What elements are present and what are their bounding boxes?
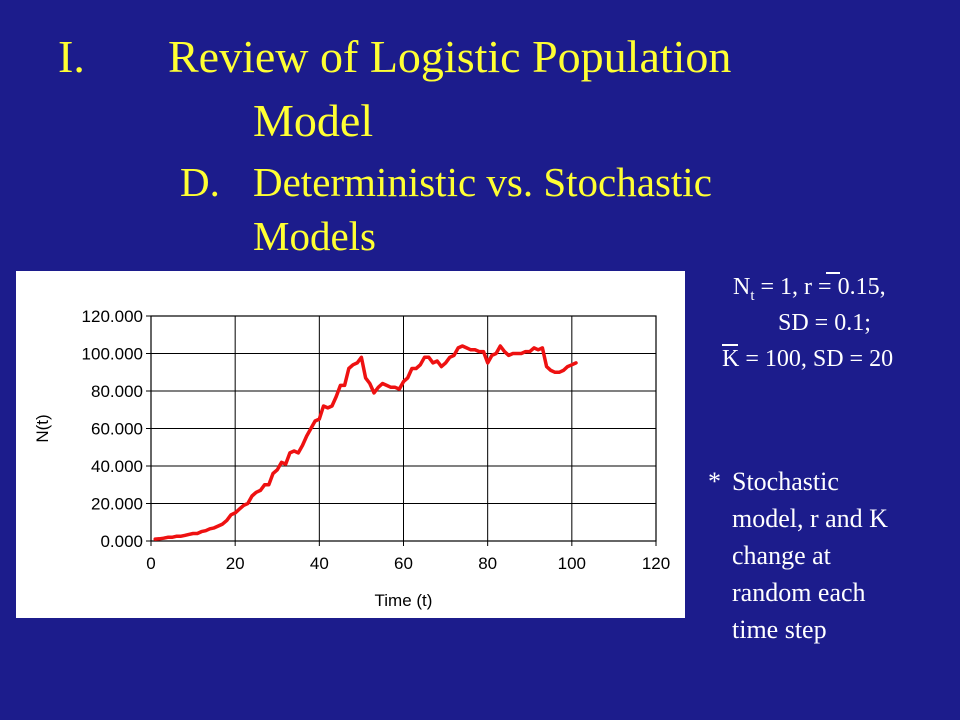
note-line: model, r and K [732,504,888,533]
note-bullet: * [708,467,721,496]
param-line-3: K = 100, SD = 20 [722,346,894,372]
note-line: change at [732,541,831,570]
x-tick-label: 80 [478,554,497,573]
slide-subtitle-continued: Models [253,213,376,259]
series-layer [153,344,578,541]
subtitle-letter: D. [180,159,220,205]
y-tick-label: 40.000 [91,457,143,476]
series-line [153,344,578,541]
param-n-subscript: t [750,287,755,304]
param-n-symbol: N [733,274,751,300]
note-line: Stochastic [732,467,839,496]
y-tick-label: 100.000 [82,345,143,364]
x-axis-label: Time (t) [375,591,433,610]
note-line: random each [732,578,866,607]
x-tick-label: 40 [310,554,329,573]
population-line-chart: 0.000 20.000 40.000 60.000 80.000 100.000 120.… [33,307,670,610]
grid [146,315,657,546]
param-line-1: Nt = 1, r = 0.15, [733,274,886,305]
slide-subtitle: Deterministic vs. Stochastic [253,159,712,205]
x-tick-label: 120 [642,554,670,573]
y-tick-label: 0.000 [100,532,143,551]
slide-title-continued: Model [253,95,374,146]
y-axis-ticks: 0.000 20.000 40.000 60.000 80.000 100.000 120.… [82,307,143,551]
k-mean-bar [722,344,738,346]
note-line: time step [732,615,827,644]
r-mean-bar [826,272,840,274]
param-line-2: SD = 0.1; [778,310,871,336]
y-tick-label: 20.000 [91,495,143,514]
y-tick-label: 60.000 [91,420,143,439]
y-tick-label: 120.000 [82,307,143,326]
x-tick-label: 60 [394,554,413,573]
x-axis-ticks: 0 20 40 60 80 100 120 [146,554,670,573]
x-tick-label: 20 [226,554,245,573]
param-line-1-rest: = 1, r = 0.15, [754,274,886,300]
y-axis-label: N(t) [33,414,52,442]
chart-panel: 0.000 20.000 40.000 60.000 80.000 100.000 120.… [16,271,685,618]
y-tick-label: 80.000 [91,382,143,401]
slide-title: Review of Logistic Population [168,31,732,82]
x-tick-label: 0 [146,554,155,573]
title-number: I. [58,31,85,82]
x-tick-label: 100 [558,554,586,573]
